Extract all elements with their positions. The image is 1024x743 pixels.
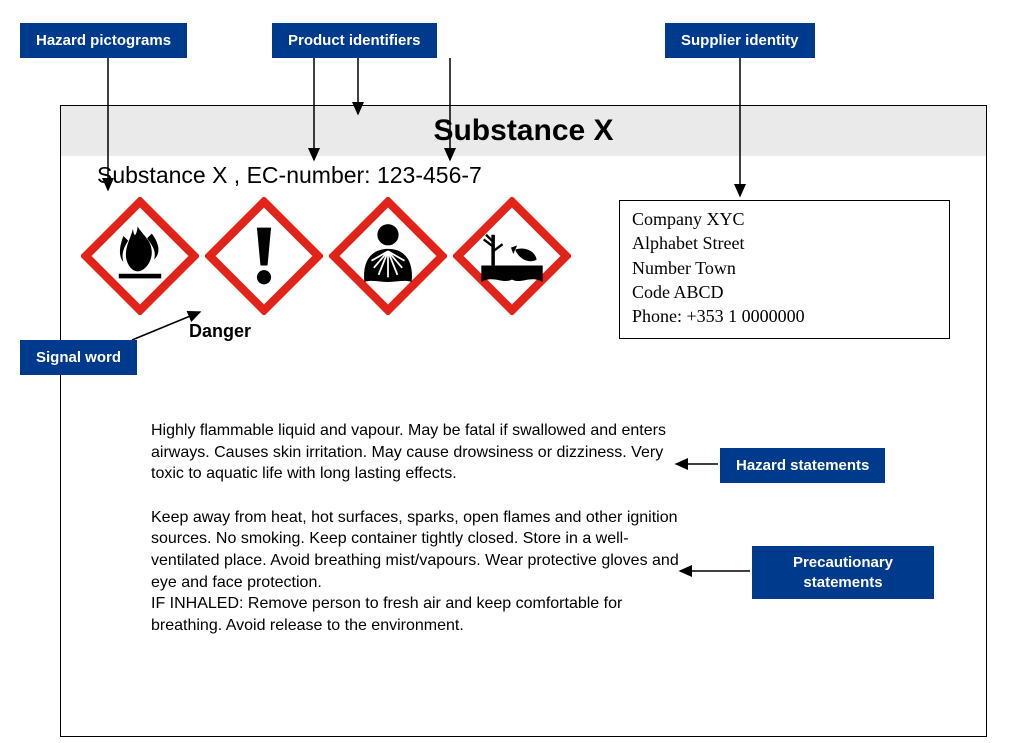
callout-supplier-identity: Supplier identity [665, 23, 815, 58]
callout-product-identifiers: Product identifiers [272, 23, 437, 58]
arrows-layer [0, 0, 1024, 743]
callout-hazard-statements: Hazard statements [720, 448, 885, 483]
callout-signal-word: Signal word [20, 340, 137, 375]
callout-hazard-pictograms: Hazard pictograms [20, 23, 187, 58]
callout-precautionary-statements: Precautionarystatements [752, 546, 934, 599]
